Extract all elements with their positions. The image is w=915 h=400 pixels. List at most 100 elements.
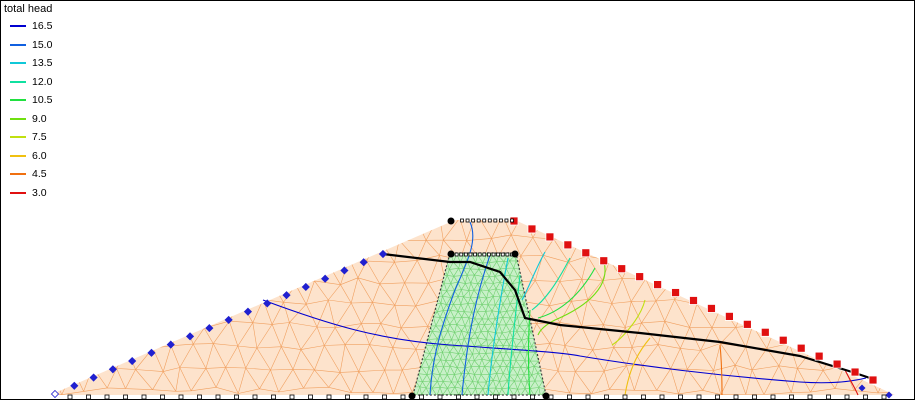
crest-node bbox=[482, 218, 487, 223]
downstream-bc-marker bbox=[509, 216, 519, 226]
downstream-bc-marker bbox=[653, 280, 662, 290]
downstream-bc-marker bbox=[725, 311, 734, 321]
downstream-bc-marker bbox=[814, 351, 824, 361]
legend-entry: 12.0 bbox=[4, 73, 52, 92]
crest-node bbox=[465, 218, 470, 223]
legend-label: 3.0 bbox=[32, 186, 47, 199]
contour-6-0 bbox=[624, 337, 651, 396]
vertex-core-top-right bbox=[511, 250, 519, 258]
core-top-node bbox=[491, 252, 496, 257]
core-top-node bbox=[505, 252, 510, 257]
legend-swatch bbox=[10, 117, 26, 120]
contour-7-5 bbox=[611, 299, 646, 346]
upstream-bc-marker bbox=[128, 356, 137, 366]
upstream-bc-marker bbox=[282, 291, 291, 300]
contour-13-5 bbox=[487, 257, 509, 396]
vertex-core-bottom-right bbox=[542, 392, 550, 400]
upstream-bc-marker bbox=[359, 258, 368, 267]
contour-16-5 bbox=[262, 299, 867, 384]
legend-label: 4.5 bbox=[32, 168, 47, 181]
upstream-bc-marker bbox=[263, 299, 272, 308]
legend-label: 13.5 bbox=[32, 57, 53, 70]
legend-entry: 10.5 bbox=[4, 91, 52, 110]
core-top-node bbox=[477, 252, 482, 257]
crest-node bbox=[487, 218, 492, 223]
upstream-bc-marker bbox=[243, 307, 253, 316]
crest-node bbox=[460, 218, 464, 223]
core-top-node bbox=[473, 252, 477, 257]
toe-bc-marker bbox=[858, 384, 866, 392]
crest-node bbox=[510, 218, 514, 223]
downstream-bc-marker bbox=[707, 304, 716, 313]
downstream-seepage-boundary-markers bbox=[509, 216, 893, 399]
downstream-bc-marker bbox=[635, 272, 645, 282]
downstream-bc-marker bbox=[671, 288, 680, 297]
upstream-bc-marker bbox=[224, 315, 233, 324]
upstream-bc-marker bbox=[378, 249, 388, 259]
contour-9-0 bbox=[537, 261, 606, 336]
contour-4-5 bbox=[719, 344, 723, 396]
legend-label: 10.5 bbox=[32, 94, 53, 107]
downstream-bc-marker bbox=[617, 264, 627, 274]
vertex-core-top-left bbox=[447, 250, 455, 258]
upstream-bc-marker bbox=[185, 332, 195, 341]
legend-entry: 7.5 bbox=[4, 128, 52, 147]
upstream-head-boundary-markers bbox=[50, 249, 388, 399]
upstream-bc-marker bbox=[321, 274, 330, 283]
legend-swatch bbox=[10, 99, 26, 102]
legend-swatch bbox=[10, 136, 26, 139]
downstream-bc-marker bbox=[796, 343, 806, 353]
vertex-core-bottom-left bbox=[408, 392, 416, 400]
legend-label: 16.5 bbox=[32, 20, 53, 33]
legend: total head 16.5 15.0 13.5 12.0 10.5 9.0 7.5 6.0… bbox=[4, 3, 52, 202]
legend-entries: 16.5 15.0 13.5 12.0 10.5 9.0 7.5 6.0 4.5 3.0 bbox=[4, 17, 52, 202]
legend-label: 6.0 bbox=[32, 149, 47, 162]
upstream-bc-marker bbox=[108, 365, 117, 374]
core-top-node bbox=[496, 252, 501, 257]
legend-label: 9.0 bbox=[32, 112, 47, 125]
legend-swatch bbox=[10, 25, 26, 28]
legend-swatch bbox=[10, 80, 26, 83]
upstream-bc-marker bbox=[147, 348, 156, 357]
toe-bc-marker bbox=[885, 391, 893, 399]
legend-entry: 16.5 bbox=[4, 17, 52, 36]
downstream-bc-marker bbox=[599, 256, 609, 266]
downstream-bc-marker bbox=[850, 367, 860, 377]
legend-entry: 4.5 bbox=[4, 165, 52, 184]
contour-15-0-a bbox=[429, 221, 474, 396]
core-top-node bbox=[454, 252, 459, 257]
legend-label: 7.5 bbox=[32, 131, 47, 144]
downstream-bc-marker bbox=[868, 375, 878, 385]
contour-12-0-b bbox=[531, 257, 571, 311]
vertex-crest-left bbox=[447, 217, 455, 225]
legend-title: total head bbox=[4, 3, 53, 15]
crest-node bbox=[504, 218, 509, 223]
upstream-bc-marker bbox=[70, 381, 79, 390]
legend-swatch bbox=[10, 191, 26, 194]
downstream-bc-marker bbox=[778, 335, 788, 345]
core-top-node bbox=[459, 252, 464, 257]
legend-swatch bbox=[10, 62, 26, 65]
legend-entry: 9.0 bbox=[4, 110, 52, 129]
upstream-bc-marker bbox=[50, 389, 60, 399]
legend-label: 12.0 bbox=[32, 75, 53, 88]
downstream-bc-marker bbox=[545, 232, 555, 242]
phreatic-line bbox=[382, 252, 871, 380]
upstream-bc-marker bbox=[166, 340, 175, 349]
downstream-bc-marker bbox=[689, 296, 698, 305]
upstream-bc-marker bbox=[205, 324, 214, 333]
core-top-node bbox=[463, 252, 468, 257]
crest-node bbox=[476, 218, 481, 223]
legend-entry: 15.0 bbox=[4, 36, 52, 55]
contour-12-0 bbox=[507, 274, 521, 396]
downstream-bc-marker bbox=[832, 359, 842, 369]
upstream-bc-marker bbox=[340, 266, 349, 275]
legend-swatch bbox=[10, 173, 26, 176]
downstream-bc-marker bbox=[742, 319, 752, 329]
crest-node bbox=[471, 218, 476, 223]
core-top-node bbox=[487, 252, 491, 257]
downstream-bc-marker bbox=[581, 248, 591, 258]
legend-entry: 3.0 bbox=[4, 184, 52, 203]
contour-13-5-b bbox=[521, 251, 546, 301]
